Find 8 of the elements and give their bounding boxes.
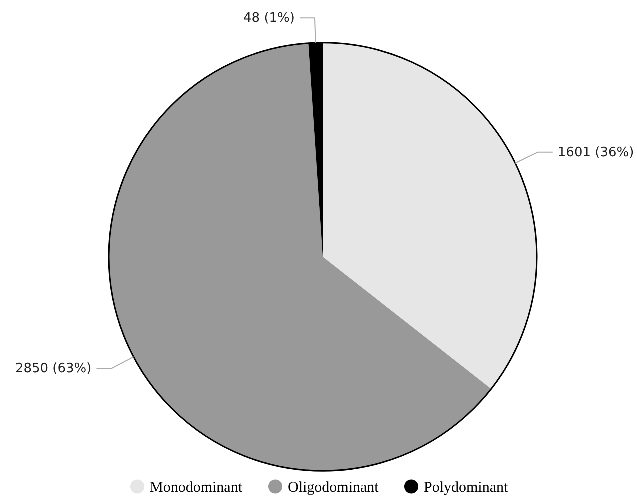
pie-slice — [109, 43, 492, 471]
data-label: 48 (1%) — [244, 11, 295, 26]
data-label: 1601 (36%) — [558, 145, 634, 160]
legend-label: Polydominant — [424, 480, 509, 496]
data-label: 2850 (63%) — [15, 362, 92, 377]
legend-label: Monodominant — [150, 480, 244, 496]
pie-slice — [323, 43, 537, 390]
legend-label: Oligodominant — [288, 480, 380, 496]
